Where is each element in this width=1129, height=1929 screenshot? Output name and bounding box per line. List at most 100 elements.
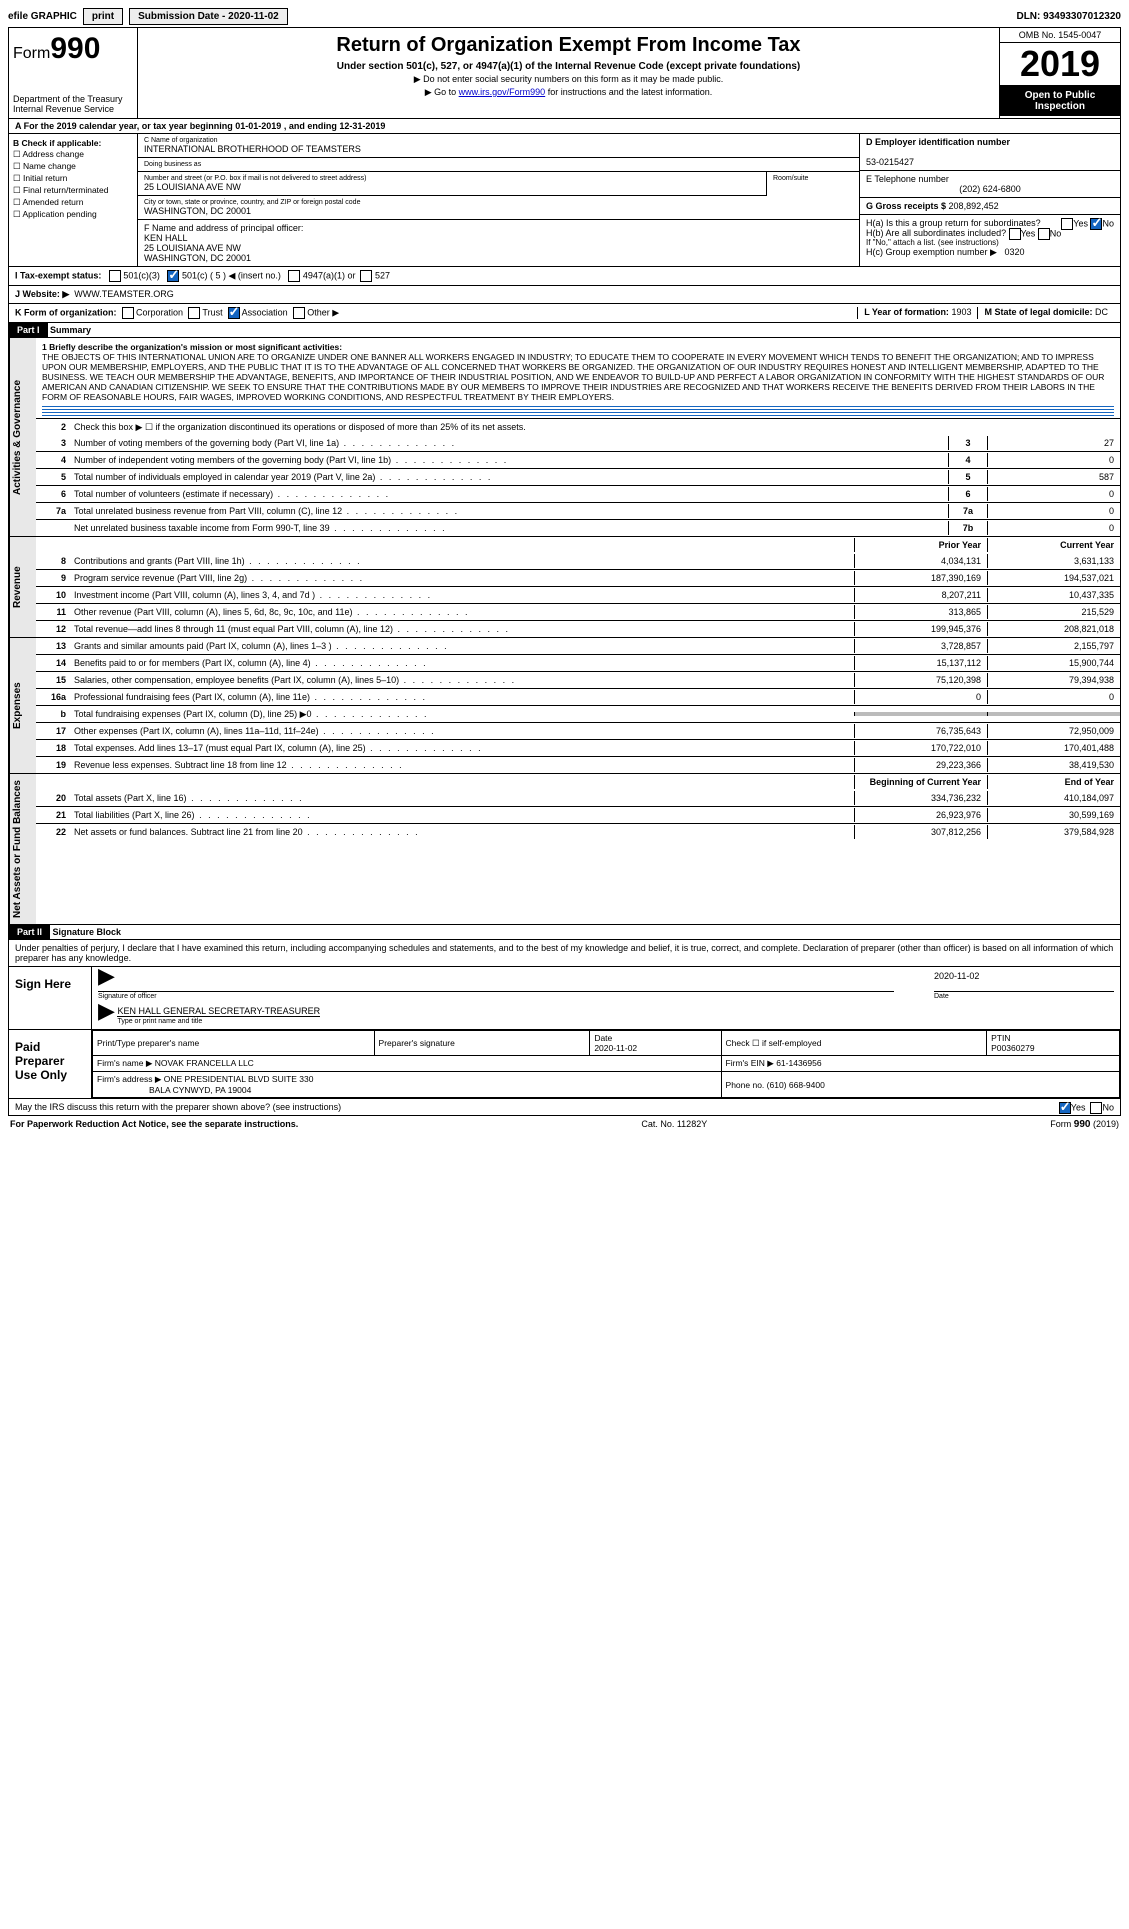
ha-no[interactable] [1090, 218, 1102, 230]
print-button[interactable]: print [83, 8, 123, 25]
chk-amended[interactable]: ☐ Amended return [13, 197, 133, 208]
f-label: F Name and address of principal officer: [144, 223, 853, 233]
preparer-table: Print/Type preparer's name Preparer's si… [92, 1030, 1120, 1098]
line-5: 5 Total number of individuals employed i… [36, 468, 1120, 485]
activities-governance-section: Activities & Governance 1 Briefly descri… [9, 338, 1120, 537]
k-label: K Form of organization: [15, 307, 117, 317]
chk-trust[interactable] [188, 307, 200, 319]
ssn-note: ▶ Do not enter social security numbers o… [142, 74, 995, 85]
line-14: 14 Benefits paid to or for members (Part… [36, 654, 1120, 671]
line-b: b Total fundraising expenses (Part IX, c… [36, 705, 1120, 722]
chk-other[interactable] [293, 307, 305, 319]
m-label: M State of legal domicile: [984, 307, 1095, 317]
i-label: I Tax-exempt status: [15, 270, 101, 280]
submission-date-button[interactable]: Submission Date - 2020-11-02 [129, 8, 288, 25]
period-row: A For the 2019 calendar year, or tax yea… [9, 119, 1120, 134]
d-label: D Employer identification number [866, 137, 1010, 147]
hb-note: If "No," attach a list. (see instruction… [866, 238, 1114, 247]
chk-name-change[interactable]: ☐ Name change [13, 161, 133, 172]
firm-phone: (610) 668-9400 [767, 1080, 825, 1090]
chk-assoc[interactable] [228, 307, 240, 319]
e-label: E Telephone number [866, 174, 1114, 184]
page-footer: For Paperwork Reduction Act Notice, see … [8, 1116, 1121, 1130]
col-b: B Check if applicable: ☐ Address change … [9, 134, 138, 266]
org-city: WASHINGTON, DC 20001 [144, 206, 853, 216]
dept-label: Department of the Treasury [13, 94, 133, 104]
hc-row: H(c) Group exemption number ▶ 0320 [866, 247, 1114, 258]
prep-sig-label: Preparer's signature [374, 1031, 590, 1056]
chk-corp[interactable] [122, 307, 134, 319]
c-label: C Name of organization [144, 137, 853, 144]
ha-row: H(a) Is this a group return for subordin… [866, 218, 1114, 228]
dln-label: DLN: 93493307012320 [1016, 11, 1121, 22]
cat-no: Cat. No. 11282Y [641, 1119, 707, 1130]
line-20: 20 Total assets (Part X, line 16) 334,73… [36, 790, 1120, 806]
line-4: 4 Number of independent voting members o… [36, 451, 1120, 468]
self-employed-cell: Check ☐ if self-employed [721, 1031, 987, 1056]
chk-final-return[interactable]: ☐ Final return/terminated [13, 185, 133, 196]
col-current: Current Year [987, 538, 1120, 552]
prep-name-label: Print/Type preparer's name [93, 1031, 375, 1056]
prep-date: 2020-11-02 [594, 1043, 637, 1053]
ein-value: 53-0215427 [866, 157, 914, 167]
line-11: 11 Other revenue (Part VIII, column (A),… [36, 603, 1120, 620]
irs-link[interactable]: www.irs.gov/Form990 [459, 87, 546, 97]
line-6: 6 Total number of volunteers (estimate i… [36, 485, 1120, 502]
line-8: 8 Contributions and grants (Part VIII, l… [36, 553, 1120, 569]
firm-addr1: ONE PRESIDENTIAL BLVD SUITE 330 [164, 1074, 314, 1084]
top-bar: efile GRAPHIC print Submission Date - 20… [8, 8, 1121, 25]
ha-yes[interactable] [1061, 218, 1073, 230]
gross-receipts: 208,892,452 [949, 201, 999, 211]
sig-officer-label: Signature of officer [98, 991, 894, 1000]
section-b-row: B Check if applicable: ☐ Address change … [9, 134, 1120, 267]
j-label: J Website: ▶ [15, 289, 69, 299]
chk-527[interactable] [360, 270, 372, 282]
vtab-governance: Activities & Governance [9, 338, 36, 536]
discuss-row: May the IRS discuss this return with the… [9, 1099, 1120, 1115]
part2-hdr: Part II [9, 925, 50, 939]
addr-label: Number and street (or P.O. box if mail i… [144, 175, 760, 182]
chk-initial-return[interactable]: ☐ Initial return [13, 173, 133, 184]
website-url: WWW.TEAMSTER.ORG [74, 289, 174, 299]
chk-501c[interactable] [167, 270, 179, 282]
line-3: 3 Number of voting members of the govern… [36, 435, 1120, 451]
col-right: D Employer identification number 53-0215… [859, 134, 1120, 266]
line-19: 19 Revenue less expenses. Subtract line … [36, 756, 1120, 773]
sig-date-label: Date [934, 991, 1114, 1000]
header-left: Form990 Department of the Treasury Inter… [9, 28, 138, 118]
org-address: 25 LOUISIANA AVE NW [144, 182, 760, 192]
expenses-section: Expenses 13 Grants and similar amounts p… [9, 638, 1120, 774]
line2-text: Check this box ▶ ☐ if the organization d… [70, 420, 1120, 435]
l-label: L Year of formation: [864, 307, 951, 317]
part1-title: Summary [50, 325, 91, 335]
part1-header: Part I Summary [9, 323, 1120, 338]
chk-501c3[interactable] [109, 270, 121, 282]
name-title-label: Type or print name and title [117, 1016, 320, 1025]
header-right: OMB No. 1545-0047 2019 Open to Public In… [999, 28, 1120, 118]
firm-name: NOVAK FRANCELLA LLC [155, 1058, 254, 1068]
hc-value: 0320 [1005, 247, 1025, 257]
discuss-yes[interactable] [1059, 1102, 1071, 1114]
col-begin: Beginning of Current Year [854, 775, 987, 789]
discuss-no[interactable] [1090, 1102, 1102, 1114]
revenue-section: Revenue Prior Year Current Year 8 Contri… [9, 537, 1120, 638]
officer-addr2: WASHINGTON, DC 20001 [144, 253, 853, 263]
irs-label: Internal Revenue Service [13, 104, 133, 114]
firm-ein: 61-1436956 [776, 1058, 821, 1068]
chk-4947[interactable] [288, 270, 300, 282]
m-value: DC [1095, 307, 1108, 317]
line-16a: 16a Professional fundraising fees (Part … [36, 688, 1120, 705]
line1-label: 1 Briefly describe the organization's mi… [42, 342, 342, 352]
vtab-net: Net Assets or Fund Balances [9, 774, 36, 924]
line-15: 15 Salaries, other compensation, employe… [36, 671, 1120, 688]
chk-address-change[interactable]: ☐ Address change [13, 149, 133, 160]
hb-no[interactable] [1038, 228, 1050, 240]
hb-yes[interactable] [1009, 228, 1021, 240]
efile-label: efile GRAPHIC [8, 11, 77, 22]
g-label: G Gross receipts $ [866, 201, 949, 211]
part1-hdr: Part I [9, 323, 48, 337]
chk-app-pending[interactable]: ☐ Application pending [13, 209, 133, 220]
mission-text: THE OBJECTS OF THIS INTERNATIONAL UNION … [42, 352, 1104, 402]
line-12: 12 Total revenue—add lines 8 through 11 … [36, 620, 1120, 637]
website-row: J Website: ▶ WWW.TEAMSTER.ORG [9, 286, 1120, 304]
